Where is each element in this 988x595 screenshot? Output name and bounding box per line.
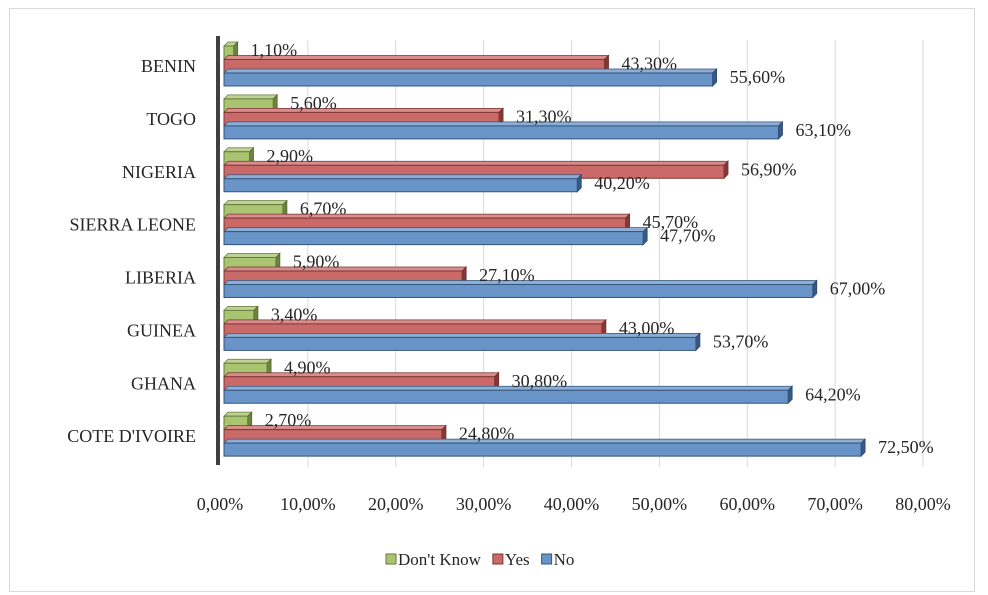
data-label: 31,30% bbox=[516, 106, 572, 126]
legend-item: Yes bbox=[493, 550, 530, 569]
data-label: 3,40% bbox=[271, 304, 318, 324]
bar-top-face bbox=[224, 254, 280, 258]
category-label: TOGO bbox=[146, 109, 196, 129]
legend-label: Yes bbox=[505, 550, 530, 569]
bar-no-ghana bbox=[224, 386, 792, 403]
data-label: 63,10% bbox=[795, 120, 851, 140]
legend-swatch bbox=[386, 554, 396, 564]
bar-top-face bbox=[224, 426, 446, 430]
x-tick-label: 10,00% bbox=[280, 494, 336, 514]
data-label: 67,00% bbox=[830, 279, 886, 299]
bar-top-face bbox=[224, 439, 865, 443]
bar-no-cote-d-ivoire bbox=[224, 439, 865, 456]
x-tick-label: 80,00% bbox=[895, 494, 951, 514]
legend-label: No bbox=[554, 550, 575, 569]
data-label: 5,60% bbox=[290, 93, 337, 113]
data-label: 24,80% bbox=[459, 424, 515, 444]
legend: Don't Know Yes No bbox=[386, 550, 574, 569]
data-label: 43,30% bbox=[621, 54, 677, 74]
x-tick-label: 20,00% bbox=[368, 494, 424, 514]
bar-front-face bbox=[224, 232, 643, 245]
legend-swatch bbox=[493, 554, 503, 564]
bar-front-face bbox=[224, 73, 713, 86]
legend-swatch bbox=[542, 554, 552, 564]
category-label: GHANA bbox=[131, 373, 196, 393]
bar-top-face bbox=[224, 108, 503, 112]
x-tick-label: 60,00% bbox=[720, 494, 776, 514]
bar-no-togo bbox=[224, 122, 782, 139]
legend-item: Don't Know bbox=[386, 550, 482, 569]
bar-top-face bbox=[224, 267, 466, 271]
category-label: SIERRA LEONE bbox=[69, 215, 196, 235]
data-label: 43,00% bbox=[619, 318, 675, 338]
bar-top-face bbox=[224, 201, 287, 205]
data-label: 5,90% bbox=[293, 252, 340, 272]
bar-top-face bbox=[224, 148, 253, 152]
legend-label: Don't Know bbox=[398, 550, 482, 569]
bar-top-face bbox=[224, 228, 647, 232]
data-label: 2,90% bbox=[266, 146, 313, 166]
bar-top-face bbox=[224, 306, 258, 310]
category-label: NIGERIA bbox=[122, 162, 196, 182]
data-label: 56,90% bbox=[741, 159, 797, 179]
data-label: 6,70% bbox=[300, 199, 347, 219]
bar-front-face bbox=[224, 179, 577, 192]
data-label: 4,90% bbox=[284, 357, 331, 377]
x-tick-label: 70,00% bbox=[807, 494, 863, 514]
bar-top-face bbox=[224, 373, 499, 377]
bar-top-face bbox=[224, 359, 271, 363]
bar-front-face bbox=[224, 285, 813, 298]
bar-front-face bbox=[224, 337, 696, 350]
x-tick-label: 50,00% bbox=[632, 494, 688, 514]
category-label: BENIN bbox=[141, 56, 196, 76]
x-tick-label: 30,00% bbox=[456, 494, 512, 514]
bar-no-nigeria bbox=[224, 175, 581, 192]
category-label: GUINEA bbox=[127, 320, 196, 340]
data-label: 47,70% bbox=[660, 226, 716, 246]
data-label: 64,20% bbox=[805, 384, 861, 404]
category-label: LIBERIA bbox=[125, 268, 196, 288]
x-tick-label: 0,00% bbox=[197, 494, 244, 514]
bar-top-face bbox=[224, 175, 581, 179]
data-label: 27,10% bbox=[479, 265, 535, 285]
data-label: 2,70% bbox=[265, 410, 312, 430]
bar-top-face bbox=[224, 386, 792, 390]
data-label: 40,20% bbox=[594, 173, 650, 193]
bar-front-face bbox=[224, 126, 778, 139]
data-label: 72,50% bbox=[878, 437, 934, 457]
bar-top-face bbox=[224, 412, 252, 416]
bar-no-sierra-leone bbox=[224, 228, 647, 245]
bar-front-face bbox=[224, 443, 861, 456]
data-label: 55,60% bbox=[730, 67, 786, 87]
x-tick-label: 40,00% bbox=[544, 494, 600, 514]
data-label: 30,80% bbox=[512, 371, 568, 391]
bar-front-face bbox=[224, 390, 788, 403]
bar-top-face bbox=[224, 95, 277, 99]
legend-item: No bbox=[542, 550, 575, 569]
bar-top-face bbox=[224, 122, 782, 126]
bar-top-face bbox=[224, 214, 630, 218]
data-label: 1,10% bbox=[251, 40, 298, 60]
data-label: 53,70% bbox=[713, 331, 769, 351]
category-label: COTE D'IVOIRE bbox=[67, 426, 196, 446]
